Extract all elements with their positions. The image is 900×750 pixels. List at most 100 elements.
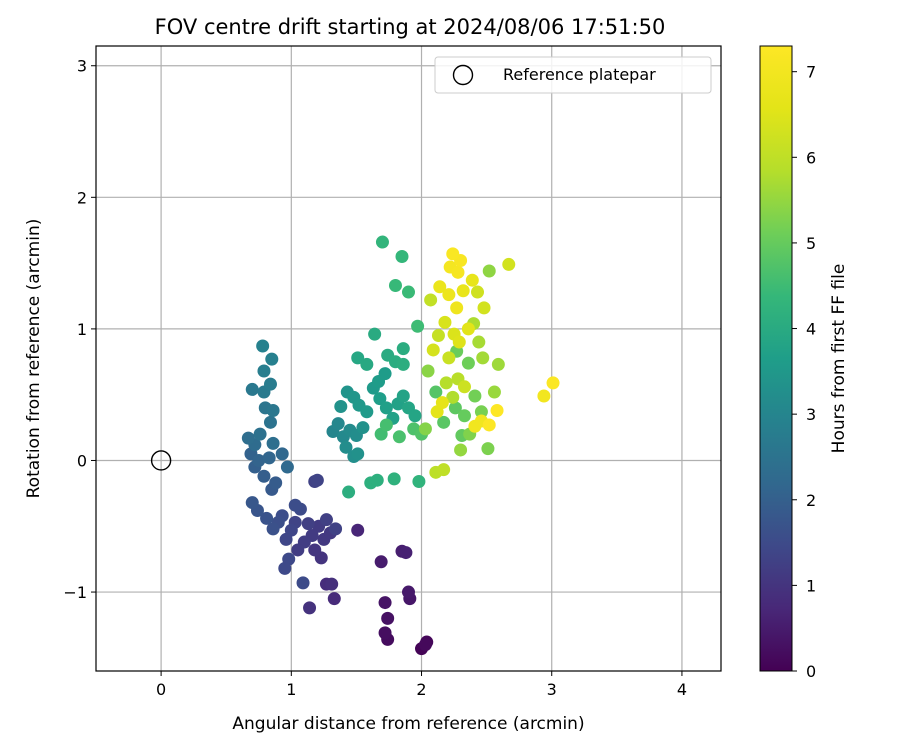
data-point-144 <box>426 343 440 357</box>
data-point-8 <box>402 585 415 599</box>
colorbar-tick-label-6: 6 <box>806 148 816 167</box>
data-point-49 <box>252 453 266 467</box>
data-point-132 <box>446 390 460 404</box>
data-point-60 <box>245 382 259 396</box>
colorbar-tick-label-3: 3 <box>806 405 816 424</box>
x-axis-ticks: 0 1 2 3 4 <box>156 671 687 699</box>
data-point-13 <box>327 592 341 606</box>
data-point-41 <box>260 511 274 525</box>
data-point-127 <box>487 385 501 399</box>
data-point-118 <box>461 356 475 370</box>
data-point-82 <box>378 367 392 381</box>
data-point-4 <box>378 626 392 640</box>
data-point-106 <box>411 319 425 333</box>
data-point-27 <box>329 522 343 536</box>
data-point-164 <box>482 418 496 432</box>
data-point-6 <box>378 596 392 610</box>
grid-lines <box>96 46 721 671</box>
data-point-101 <box>412 475 426 489</box>
data-point-139 <box>442 351 456 365</box>
plot-frame <box>95 45 722 672</box>
data-point-83 <box>373 392 387 406</box>
data-point-90 <box>351 351 365 365</box>
y-axis-ticks: −1 0 1 2 3 <box>63 57 96 602</box>
data-point-35 <box>296 576 310 590</box>
colorbar-tick-label-4: 4 <box>806 320 816 339</box>
data-point-147 <box>452 335 466 349</box>
data-point-100 <box>387 472 401 486</box>
data-point-43 <box>245 496 259 510</box>
data-point-64 <box>265 352 279 366</box>
x-axis-label: Angular distance from reference (arcmin) <box>232 714 584 734</box>
data-point-124 <box>421 364 435 378</box>
y-tick-label-3: 2 <box>77 188 87 207</box>
data-point-55 <box>266 436 280 450</box>
legend-marker-open-circle <box>452 64 474 86</box>
data-point-128 <box>491 357 505 371</box>
data-point-113 <box>437 415 451 429</box>
data-point-29 <box>310 473 324 487</box>
data-point-59 <box>266 403 280 417</box>
data-point-140 <box>457 380 471 394</box>
legend-entry-reference-platepar: Reference platepar <box>503 65 656 84</box>
x-tick-label-3: 3 <box>547 680 557 699</box>
data-point-130 <box>472 335 486 349</box>
y-axis-label: Rotation from reference (arcmin) <box>24 219 44 499</box>
x-tick-label-4: 4 <box>677 680 687 699</box>
data-point-54 <box>241 431 255 445</box>
legend-box <box>434 56 712 94</box>
data-point-165 <box>490 403 504 417</box>
data-point-40 <box>266 522 280 536</box>
data-point-87 <box>396 389 410 403</box>
data-point-18 <box>308 543 322 557</box>
data-point-96 <box>396 357 410 371</box>
chart-title: FOV centre drift starting at 2024/08/06 … <box>155 15 666 39</box>
data-point-141 <box>471 285 485 299</box>
data-point-103 <box>395 250 409 264</box>
y-tick-label-0: −1 <box>63 583 87 602</box>
data-point-37 <box>288 498 302 512</box>
data-point-62 <box>263 377 277 391</box>
colorbar-label: Hours from first FF file <box>829 264 849 454</box>
x-tick-label-1: 1 <box>286 680 296 699</box>
data-point-2 <box>418 638 432 652</box>
data-point-5 <box>381 611 395 625</box>
data-point-32 <box>279 532 293 546</box>
data-point-160 <box>451 265 465 279</box>
data-point-99 <box>370 473 384 487</box>
data-point-74 <box>356 421 370 435</box>
data-point-162 <box>446 247 460 261</box>
data-point-148 <box>461 322 475 336</box>
data-point-12 <box>351 523 365 537</box>
data-point-97 <box>342 485 356 499</box>
data-point-105 <box>402 285 415 299</box>
data-point-151 <box>465 273 479 287</box>
colorbar-tick-label-2: 2 <box>806 491 816 510</box>
reference-platepar-marker <box>150 450 172 471</box>
data-point-154 <box>442 288 456 302</box>
data-point-116 <box>457 409 471 423</box>
data-point-150 <box>435 396 449 410</box>
data-point-91 <box>360 357 374 371</box>
colorbar-tick-label-5: 5 <box>806 234 816 253</box>
data-point-126 <box>454 443 468 457</box>
data-point-143 <box>502 257 516 271</box>
data-point-158 <box>537 389 551 403</box>
data-point-67 <box>331 417 345 431</box>
y-tick-label-4: 3 <box>77 57 87 76</box>
data-point-109 <box>392 430 406 444</box>
colorbar-tick-label-7: 7 <box>806 63 816 82</box>
data-point-120 <box>474 405 488 419</box>
data-point-46 <box>257 469 271 483</box>
data-point-11 <box>399 546 413 560</box>
data-point-25 <box>301 517 315 531</box>
data-point-123 <box>418 422 432 436</box>
colorbar-gradient <box>759 45 793 672</box>
data-point-9 <box>374 555 388 569</box>
colorbar-tick-label-0: 0 <box>806 662 816 681</box>
data-point-56 <box>253 427 267 441</box>
data-point-26 <box>319 513 333 527</box>
data-point-153 <box>433 280 447 294</box>
data-point-145 <box>438 315 452 329</box>
